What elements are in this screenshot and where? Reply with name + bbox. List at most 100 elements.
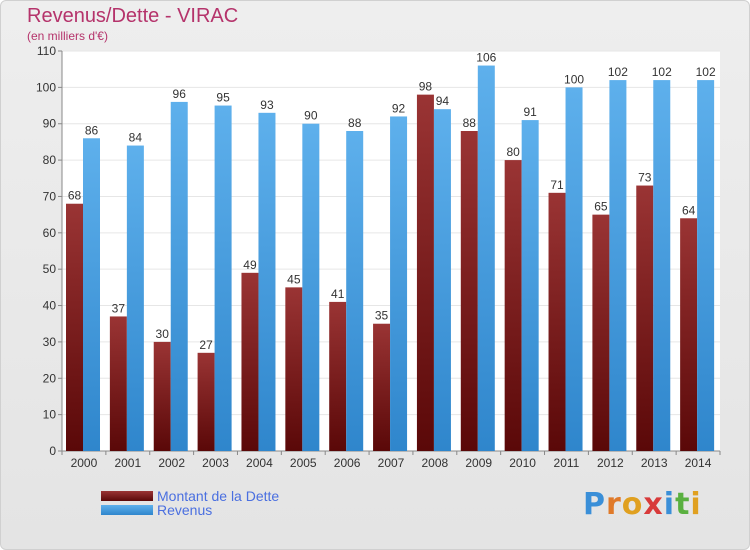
legend-item-revenus: Revenus: [101, 502, 213, 518]
x-tick-label: 2001: [114, 456, 141, 470]
data-label-dette: 49: [243, 258, 257, 272]
bar-revenus: [697, 80, 715, 451]
bar-dette: [285, 287, 303, 451]
y-tick-label: 10: [43, 408, 57, 422]
data-label-revenus: 84: [129, 131, 143, 145]
bar-revenus: [83, 138, 100, 452]
logo-letter: t: [675, 487, 691, 522]
x-tick-label: 2007: [378, 456, 405, 470]
bar-revenus: [609, 80, 627, 451]
data-label-dette: 30: [156, 327, 170, 341]
x-tick-label: 2005: [290, 456, 317, 470]
data-label-dette: 41: [331, 287, 345, 301]
data-label-revenus: 96: [173, 87, 187, 101]
x-tick-label: 2002: [158, 456, 185, 470]
bar-revenus: [390, 116, 408, 452]
y-tick-label: 70: [43, 189, 57, 203]
chart-subtitle: (en milliers d'€): [27, 29, 108, 43]
bar-revenus: [258, 112, 276, 452]
x-tick-label: 2004: [246, 456, 273, 470]
y-tick-label: 110: [37, 44, 56, 58]
bar-revenus: [346, 131, 364, 451]
data-label-revenus: 91: [523, 105, 537, 119]
data-label-dette: 65: [594, 200, 608, 214]
bar-revenus: [433, 109, 451, 451]
data-label-revenus: 100: [564, 72, 584, 86]
x-tick-label: 2009: [465, 456, 492, 470]
x-tick-label: 2014: [685, 456, 712, 470]
logo-letter: i: [663, 487, 676, 522]
data-label-dette: 71: [550, 178, 564, 192]
y-tick-label: 80: [43, 153, 57, 167]
x-tick-label: 2008: [422, 456, 449, 470]
data-label-revenus: 102: [652, 65, 672, 79]
x-tick-label: 2000: [71, 456, 98, 470]
bar-revenus: [521, 120, 539, 451]
bar-revenus: [477, 65, 495, 451]
x-tick-label: 2010: [509, 456, 536, 470]
data-label-revenus: 93: [260, 98, 274, 112]
bar-dette: [460, 131, 478, 451]
proxiti-logo: Proxiti: [583, 487, 702, 522]
x-tick-label: 2003: [202, 456, 229, 470]
data-label-revenus: 95: [216, 91, 230, 105]
y-tick-label: 100: [36, 80, 56, 94]
bar-revenus: [653, 80, 671, 451]
data-label-dette: 88: [463, 116, 477, 130]
logo-letter: r: [606, 487, 622, 522]
data-label-revenus: 86: [85, 123, 99, 137]
legend-swatch-revenus: [101, 505, 153, 515]
data-label-dette: 37: [112, 301, 126, 315]
y-tick-label: 60: [43, 226, 57, 240]
y-tick-label: 40: [43, 299, 57, 313]
bar-dette: [680, 218, 698, 451]
y-tick-label: 30: [43, 335, 57, 349]
legend-swatch-dette: [101, 491, 153, 501]
x-tick-label: 2013: [641, 456, 668, 470]
logo-letter: P: [583, 487, 606, 522]
data-label-dette: 73: [638, 171, 652, 185]
bar-dette: [66, 203, 83, 451]
data-label-dette: 64: [682, 203, 696, 217]
bar-dette: [416, 94, 434, 452]
y-tick-label: 50: [43, 262, 57, 276]
chart-title: Revenus/Dette - VIRAC: [27, 5, 239, 27]
x-tick-label: 2012: [597, 456, 624, 470]
bar-dette: [636, 185, 654, 451]
bar-dette: [329, 301, 347, 451]
data-label-dette: 27: [199, 338, 213, 352]
legend-item-dette: Montant de la Dette: [101, 488, 280, 504]
y-tick-label: 90: [43, 117, 57, 131]
legend-label-revenus: Revenus: [157, 502, 213, 518]
data-label-revenus: 88: [348, 116, 362, 130]
x-tick-label: 2006: [334, 456, 361, 470]
data-label-dette: 98: [419, 80, 433, 94]
bar-dette: [373, 323, 391, 451]
bar-revenus: [126, 145, 144, 451]
logo-letter: i: [690, 487, 702, 522]
bar-dette: [504, 160, 522, 451]
bar-revenus: [302, 123, 320, 452]
data-label-dette: 68: [68, 189, 82, 203]
bar-dette: [241, 272, 259, 451]
legend-label-dette: Montant de la Dette: [157, 488, 280, 504]
logo-letter: o: [621, 487, 644, 522]
bar-revenus: [565, 87, 583, 451]
data-label-dette: 80: [506, 145, 520, 159]
data-label-dette: 45: [287, 272, 301, 286]
bar-revenus: [214, 105, 232, 451]
bar-dette: [592, 214, 610, 451]
data-label-revenus: 90: [304, 109, 318, 123]
bar-dette: [197, 352, 215, 451]
bar-revenus: [170, 101, 188, 451]
data-label-revenus: 102: [608, 65, 628, 79]
data-label-dette: 35: [375, 309, 389, 323]
y-tick-label: 20: [43, 371, 57, 385]
logo-letter: x: [643, 487, 664, 522]
bar-dette: [153, 341, 171, 451]
bar-dette: [548, 192, 566, 451]
x-tick-label: 2011: [554, 456, 580, 470]
data-label-revenus: 94: [436, 94, 450, 108]
